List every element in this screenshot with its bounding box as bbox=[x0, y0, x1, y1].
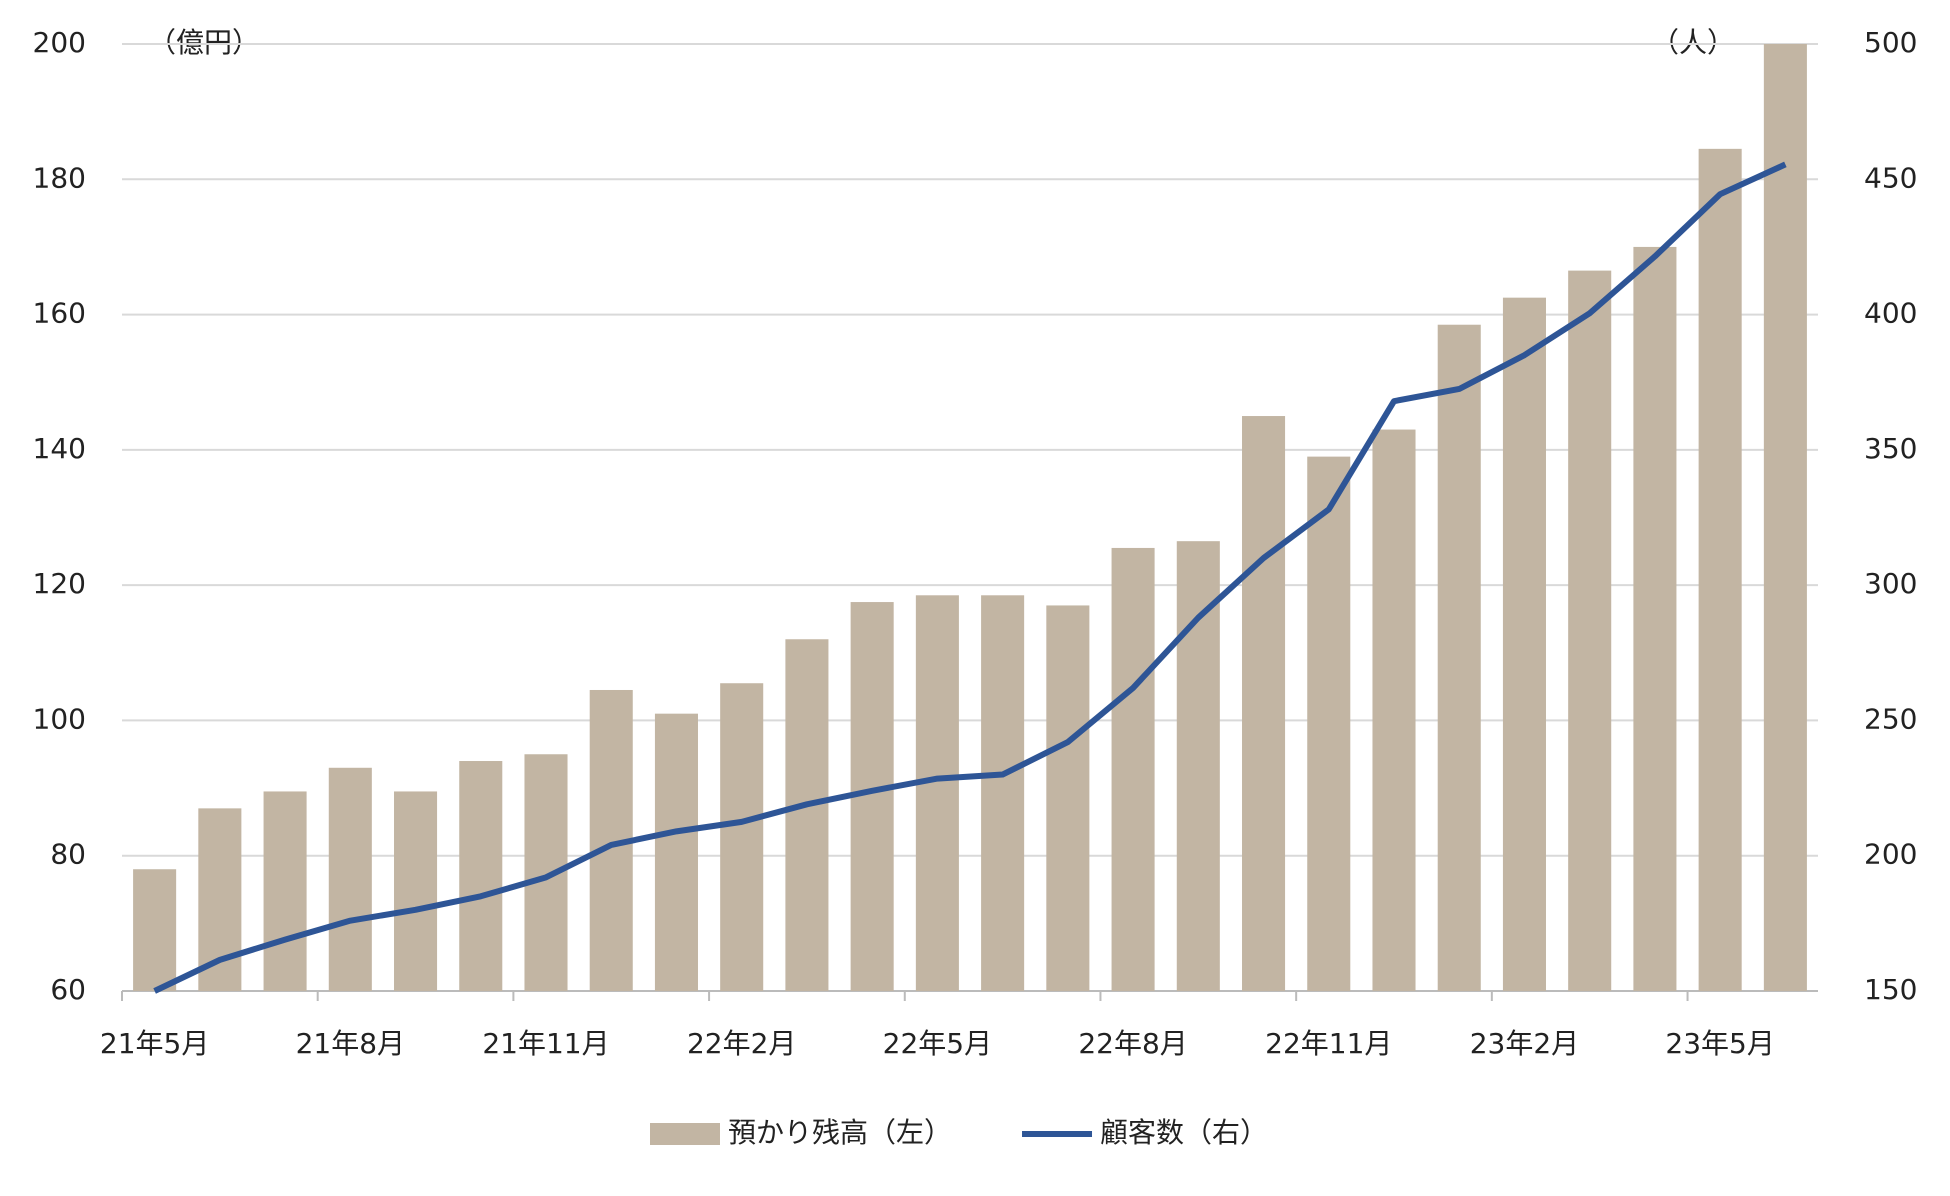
y-unit-label: （億円） bbox=[148, 26, 260, 59]
y-tick-label: 80 bbox=[50, 838, 86, 871]
bar bbox=[459, 761, 503, 991]
y-tick-label: 60 bbox=[50, 973, 86, 1006]
x-tick-label: 21年5月 bbox=[100, 1027, 209, 1060]
bar bbox=[654, 713, 698, 991]
line bbox=[153, 161, 1787, 994]
y2-tick-label: 350 bbox=[1864, 432, 1917, 465]
x-tick-label: 23年2月 bbox=[1470, 1027, 1579, 1060]
bar bbox=[1176, 541, 1220, 991]
x-tick-label: 22年11月 bbox=[1265, 1027, 1392, 1060]
legend-swatch bbox=[650, 1123, 720, 1145]
bar bbox=[720, 683, 764, 991]
bar bbox=[198, 808, 242, 991]
bar bbox=[133, 869, 177, 991]
y-tick-label: 140 bbox=[33, 432, 86, 465]
y-tick-label: 100 bbox=[33, 702, 86, 735]
y2-tick-label: 500 bbox=[1864, 26, 1917, 59]
bar bbox=[1307, 456, 1351, 991]
legend-label: 顧客数（右） bbox=[1100, 1116, 1268, 1149]
bar bbox=[1763, 44, 1807, 991]
bar bbox=[263, 791, 307, 991]
bar bbox=[1437, 324, 1481, 991]
y2-tick-label: 150 bbox=[1864, 973, 1917, 1006]
bar bbox=[1698, 148, 1742, 991]
y-tick-label: 120 bbox=[33, 567, 86, 600]
x-tick-label: 22年2月 bbox=[687, 1027, 796, 1060]
y2-tick-label: 200 bbox=[1864, 838, 1917, 871]
bar bbox=[1111, 547, 1155, 991]
bar bbox=[915, 595, 959, 991]
bar bbox=[1568, 270, 1612, 991]
bar bbox=[785, 639, 829, 991]
bar bbox=[981, 595, 1025, 991]
bar bbox=[1242, 416, 1286, 991]
legend-label: 預かり残高（左） bbox=[728, 1116, 952, 1149]
y-tick-label: 160 bbox=[33, 297, 86, 330]
y2-tick-label: 300 bbox=[1864, 567, 1917, 600]
x-tick-label: 23年5月 bbox=[1665, 1027, 1774, 1060]
bar bbox=[328, 767, 372, 991]
bar bbox=[394, 791, 438, 991]
bar bbox=[1372, 429, 1416, 991]
y2-tick-label: 450 bbox=[1864, 161, 1917, 194]
x-tick-label: 22年5月 bbox=[883, 1027, 992, 1060]
y2-tick-label: 400 bbox=[1864, 297, 1917, 330]
y2-unit-label: （人） bbox=[1651, 26, 1735, 59]
x-tick-label: 21年8月 bbox=[296, 1027, 405, 1060]
y-tick-label: 180 bbox=[33, 161, 86, 194]
x-tick-label: 22年8月 bbox=[1078, 1027, 1187, 1060]
bar bbox=[1502, 297, 1546, 991]
y2-tick-label: 250 bbox=[1864, 702, 1917, 735]
x-tick-label: 21年11月 bbox=[482, 1027, 609, 1060]
bar bbox=[1633, 246, 1677, 991]
bar bbox=[1046, 605, 1090, 991]
y-tick-label: 200 bbox=[33, 26, 86, 59]
